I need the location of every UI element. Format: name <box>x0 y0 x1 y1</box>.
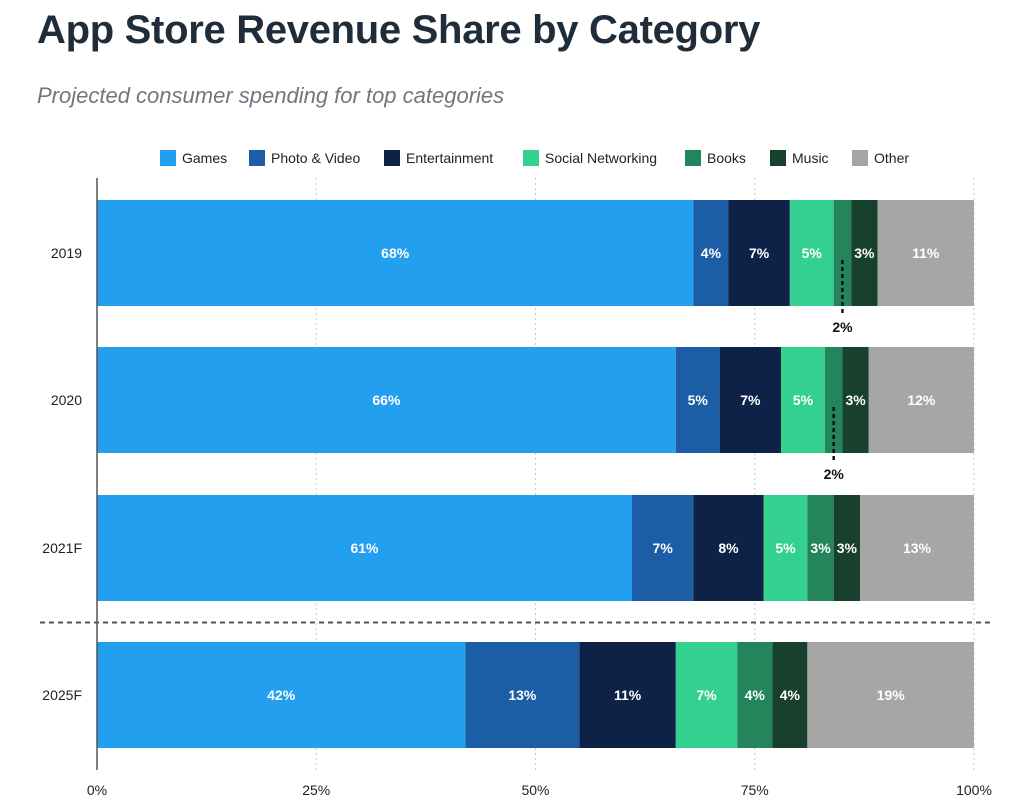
bar-segment <box>833 495 860 601</box>
bar-segment <box>675 347 720 453</box>
data-label: 11% <box>614 687 642 703</box>
data-label: 5% <box>793 392 814 408</box>
bar-segment <box>579 642 676 748</box>
bar-segment <box>97 495 632 601</box>
legend-label: Games <box>182 150 227 166</box>
bar-segment <box>842 347 869 453</box>
data-label: 3% <box>810 540 831 556</box>
legend-swatch <box>160 150 176 166</box>
chart-title: App Store Revenue Share by Category <box>37 8 761 52</box>
bar-segment <box>719 347 782 453</box>
bar-segment <box>824 347 843 453</box>
bar-segment <box>631 495 694 601</box>
data-label: 42% <box>267 687 296 703</box>
data-label: 3% <box>837 540 858 556</box>
legend-label: Social Networking <box>545 150 657 166</box>
bar-segment <box>675 642 738 748</box>
category-label: 2021F <box>42 540 82 556</box>
data-label: 7% <box>749 245 770 261</box>
legend-label: Books <box>707 150 746 166</box>
legend-label: Music <box>792 150 829 166</box>
data-label: 13% <box>903 540 932 556</box>
x-tick-label: 50% <box>521 782 549 798</box>
data-label: 68% <box>381 245 410 261</box>
bar-segment <box>833 200 852 306</box>
bar-segment <box>859 495 974 601</box>
bar-segment <box>728 200 790 306</box>
bar-segment <box>877 200 974 306</box>
bar-segment <box>97 200 694 306</box>
bar-segment <box>693 200 729 306</box>
bar-segment <box>693 495 764 601</box>
category-label: 2025F <box>42 687 82 703</box>
bar-segment <box>851 200 878 306</box>
bar-segment <box>772 642 808 748</box>
bar-segment <box>97 347 676 453</box>
data-label: 7% <box>740 392 761 408</box>
data-label: 12% <box>907 392 936 408</box>
bar-segment <box>737 642 773 748</box>
bar-segment <box>789 200 834 306</box>
data-label: 3% <box>845 392 866 408</box>
data-label: 61% <box>350 540 379 556</box>
callout-label: 2% <box>824 466 845 482</box>
x-tick-label: 75% <box>741 782 769 798</box>
x-tick-label: 25% <box>302 782 330 798</box>
data-label: 5% <box>802 245 823 261</box>
data-label: 8% <box>718 540 739 556</box>
data-label: 7% <box>696 687 717 703</box>
legend-swatch <box>523 150 539 166</box>
data-label: 19% <box>877 687 906 703</box>
bar-segment <box>781 347 825 453</box>
data-label: 13% <box>508 687 537 703</box>
bar-segment <box>97 642 466 748</box>
legend-swatch <box>384 150 400 166</box>
callout-label: 2% <box>832 319 853 335</box>
legend-label: Photo & Video <box>271 150 360 166</box>
category-label: 2019 <box>51 245 82 261</box>
legend-swatch <box>770 150 786 166</box>
data-label: 4% <box>701 245 722 261</box>
data-label: 7% <box>653 540 674 556</box>
data-label: 3% <box>854 245 875 261</box>
chart-subtitle: Projected consumer spending for top cate… <box>37 83 505 108</box>
data-label: 4% <box>745 687 766 703</box>
category-label: 2020 <box>51 392 82 408</box>
x-tick-label: 0% <box>87 782 107 798</box>
bar-segment <box>807 642 974 748</box>
bar-segment <box>868 347 974 453</box>
data-label: 66% <box>372 392 401 408</box>
x-tick-label: 100% <box>956 782 992 798</box>
bar-segment <box>465 642 580 748</box>
data-label: 5% <box>688 392 709 408</box>
legend-swatch <box>685 150 701 166</box>
legend-swatch <box>249 150 265 166</box>
bar-segment <box>807 495 834 601</box>
data-label: 11% <box>912 245 940 261</box>
legend-label: Other <box>874 150 909 166</box>
bar-segment <box>763 495 808 601</box>
legend-swatch <box>852 150 868 166</box>
data-label: 5% <box>775 540 796 556</box>
data-label: 4% <box>780 687 801 703</box>
legend-label: Entertainment <box>406 150 493 166</box>
